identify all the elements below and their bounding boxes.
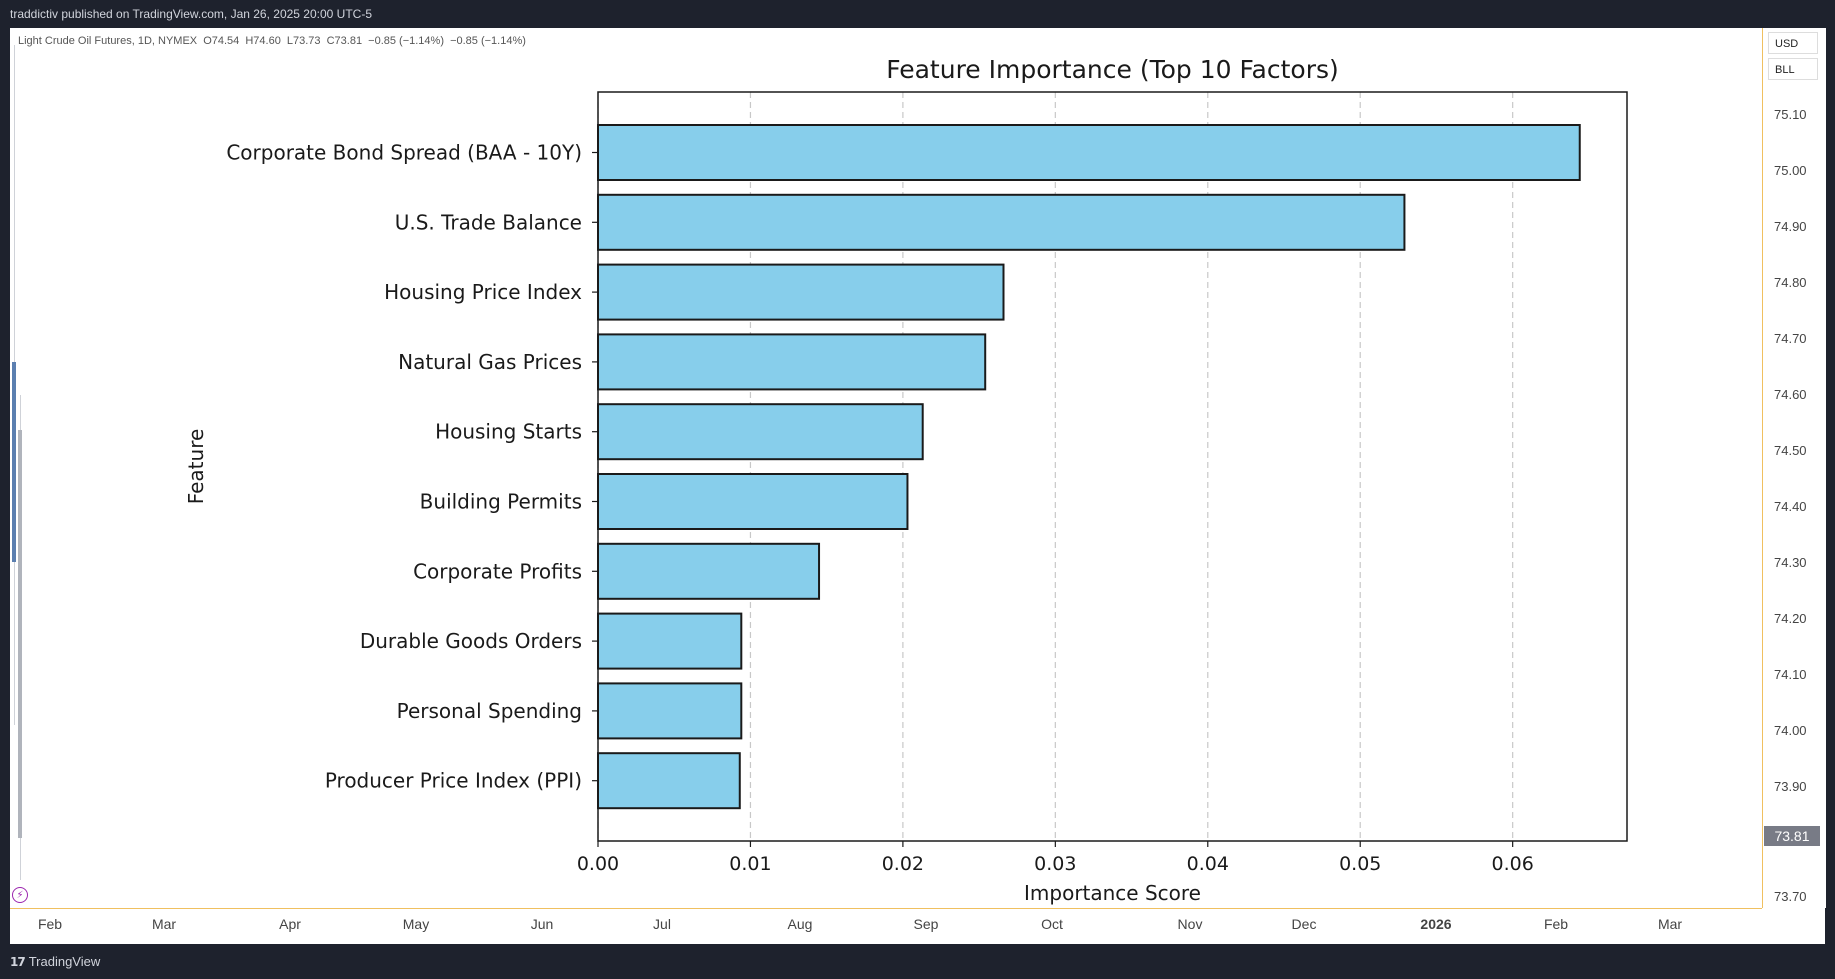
bottom-bar: 17 TradingView	[0, 944, 1835, 979]
price-label: 74.10	[1774, 667, 1807, 682]
legend-change: −0.85 (−1.14%)	[368, 35, 444, 47]
tradingview-logo[interactable]: 17 TradingView	[10, 954, 100, 969]
top-bar: traddictiv published on TradingView.com,…	[0, 0, 1835, 28]
price-axis[interactable]	[1762, 28, 1826, 908]
price-label: 74.90	[1774, 219, 1807, 234]
bar	[597, 333, 987, 391]
x-tick-label: 0.02	[882, 853, 924, 875]
bar	[597, 263, 1005, 321]
price-label: 73.70	[1774, 889, 1807, 904]
y-tick-label: Building Permits	[420, 490, 582, 514]
time-label: Feb	[37, 916, 63, 932]
x-tick-label: 0.04	[1187, 853, 1229, 875]
time-label: Sep	[913, 916, 939, 932]
price-label: 75.10	[1774, 107, 1807, 122]
price-label: 74.70	[1774, 331, 1807, 346]
time-label: 2026	[1420, 916, 1452, 932]
x-tick-label: 0.06	[1492, 853, 1534, 875]
price-label: 74.80	[1774, 275, 1807, 290]
x-tick-label: 0.01	[729, 853, 771, 875]
currency-button[interactable]: USD	[1768, 32, 1818, 54]
bar	[597, 682, 743, 740]
time-label: Apr	[279, 916, 301, 932]
published-text: traddictiv published on TradingView.com,…	[10, 7, 372, 21]
bar	[597, 473, 909, 530]
price-label: 74.60	[1774, 387, 1807, 402]
bar	[597, 752, 741, 810]
price-label: 74.20	[1774, 611, 1807, 626]
current-price-badge: 73.81	[1764, 826, 1820, 846]
legend-high: H74.60	[245, 35, 281, 47]
legend-open: O74.54	[203, 35, 240, 47]
legend-symbol: Light Crude Oil Futures, 1D, NYMEX	[18, 35, 198, 47]
y-tick-label: Housing Price Index	[384, 280, 582, 304]
symbol-legend: Light Crude Oil Futures, 1D, NYMEX O74.5…	[18, 35, 529, 47]
left-volume-bar	[18, 430, 22, 838]
plot-frame	[597, 91, 1628, 842]
time-label: Nov	[1177, 916, 1203, 932]
y-tick-label: U.S. Trade Balance	[395, 210, 582, 234]
tradingview-logo-icon: 17	[10, 955, 26, 969]
y-tick-label: Corporate Profits	[413, 559, 582, 583]
x-axis-label: Importance Score	[1024, 881, 1201, 905]
time-label: Aug	[787, 916, 813, 932]
price-label: 74.30	[1774, 555, 1807, 570]
left-range-bar	[12, 362, 16, 562]
tradingview-logo-text: TradingView	[28, 954, 101, 969]
price-label: 75.00	[1774, 163, 1807, 178]
x-tick-label: 0.03	[1034, 853, 1076, 875]
x-tick-label: 0.05	[1339, 853, 1381, 875]
unit-button[interactable]: BLL	[1768, 58, 1818, 80]
y-tick-label: Natural Gas Prices	[398, 350, 582, 374]
time-label: Mar	[1657, 916, 1683, 932]
legend-change-2: −0.85 (−1.14%)	[450, 35, 526, 47]
time-label: Dec	[1291, 916, 1317, 932]
x-tick-label: 0.00	[577, 853, 619, 875]
y-tick-label: Housing Starts	[435, 420, 582, 444]
y-axis-label: Feature	[184, 429, 208, 505]
y-tick-label: Personal Spending	[397, 699, 582, 723]
bar	[597, 193, 1406, 251]
price-label: 74.40	[1774, 499, 1807, 514]
lightning-icon[interactable]: ⚡	[12, 887, 28, 903]
time-label: Oct	[1041, 916, 1063, 932]
time-axis[interactable]	[10, 908, 1762, 945]
time-label: Jun	[530, 916, 554, 932]
time-label: Jul	[653, 916, 671, 932]
bar	[597, 542, 821, 600]
legend-close: C73.81	[326, 35, 363, 47]
price-label: 74.00	[1774, 723, 1807, 738]
bar	[597, 124, 1581, 181]
time-label: Mar	[151, 916, 177, 932]
y-tick-label: Corporate Bond Spread (BAA - 10Y)	[226, 141, 582, 165]
bar	[597, 403, 924, 461]
chart-title: Feature Importance (Top 10 Factors)	[886, 55, 1339, 84]
time-label: May	[402, 916, 430, 932]
y-tick-label: Durable Goods Orders	[360, 629, 582, 653]
y-tick-label: Producer Price Index (PPI)	[325, 769, 582, 793]
legend-low: L73.73	[286, 35, 321, 47]
price-label: 74.50	[1774, 443, 1807, 458]
bar	[597, 612, 743, 670]
time-label: Feb	[1543, 916, 1569, 932]
price-label: 73.90	[1774, 779, 1807, 794]
